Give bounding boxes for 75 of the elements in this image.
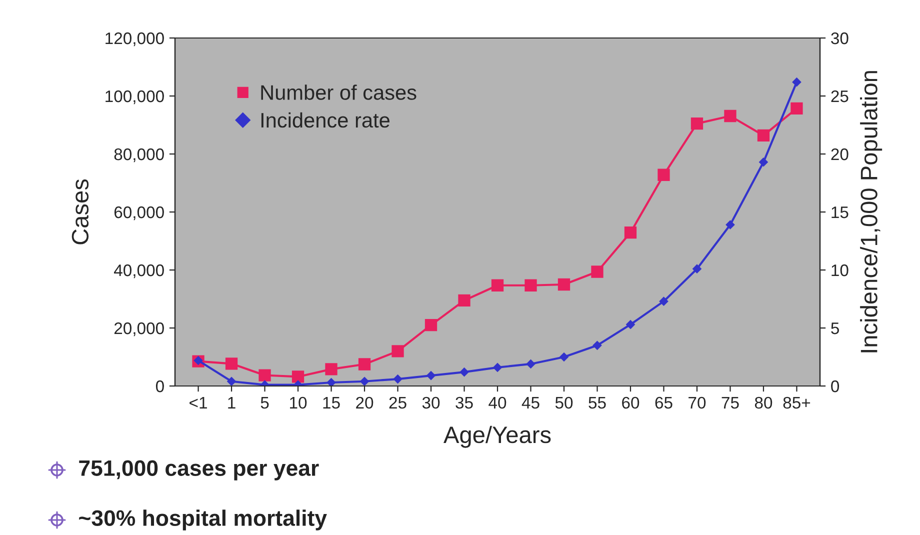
point <box>426 371 436 380</box>
point <box>393 374 402 384</box>
y-tick-label: 80,000 <box>114 148 164 162</box>
x-tick-label: 20 <box>356 396 374 409</box>
point <box>493 362 502 372</box>
y2-tick-label: 5 <box>831 322 839 334</box>
x-tick-label: 80 <box>754 396 772 409</box>
point <box>227 376 236 386</box>
y-tick-label: 40,000 <box>114 264 164 278</box>
text: ~30% hospital mortality <box>79 510 327 530</box>
x-tick-label: 1 <box>228 397 236 408</box>
x-tick-label: 30 <box>422 396 440 409</box>
y-tick-label: 0 <box>156 380 164 392</box>
x-tick-label: 15 <box>323 397 340 409</box>
y2-tick-label: 10 <box>832 264 848 276</box>
x-tick-label: 40 <box>488 396 506 409</box>
point <box>392 345 404 358</box>
point <box>592 340 602 350</box>
legend-label: Incidence rate <box>261 112 390 128</box>
point <box>292 370 304 383</box>
point <box>658 168 670 181</box>
point <box>624 226 637 239</box>
x-tick-label: 55 <box>588 397 606 409</box>
y-tick-label: 60,000 <box>114 206 164 220</box>
y2-tick-label: 20 <box>831 148 848 160</box>
point <box>491 279 504 292</box>
point <box>360 376 369 386</box>
x-axis-title: Age/Years <box>444 426 551 448</box>
y-axis-title: Cases <box>72 179 89 244</box>
point <box>225 358 238 370</box>
x-tick-label: 5 <box>260 397 269 409</box>
point <box>790 102 803 115</box>
y2-tick-label: 15 <box>832 206 848 218</box>
x-tick-label: 25 <box>389 396 406 409</box>
x-tick-label: 60 <box>622 396 640 409</box>
x-tick-label: 65 <box>655 396 672 409</box>
y-tick-label: 120,000 <box>106 32 164 46</box>
point <box>757 129 770 142</box>
point <box>724 110 736 122</box>
point <box>659 296 668 306</box>
point <box>460 368 469 377</box>
y-tick-label: 20,000 <box>114 322 164 336</box>
legend-label: Number of cases <box>261 84 416 100</box>
point <box>358 358 371 370</box>
point <box>258 369 271 382</box>
y2-tick-label: 30 <box>831 32 848 44</box>
x-tick-label: 10 <box>290 396 307 409</box>
x-tick-label: <1 <box>190 397 207 408</box>
point <box>591 266 604 278</box>
point <box>692 264 702 274</box>
point <box>690 117 704 130</box>
x-tick-label: 70 <box>688 396 706 409</box>
point <box>325 363 338 376</box>
point <box>792 78 802 87</box>
y-tick-label: 100,000 <box>106 90 164 104</box>
point <box>560 352 568 362</box>
point <box>526 360 536 368</box>
y2-tick-label: 25 <box>831 90 848 102</box>
x-tick-label: 75 <box>722 397 739 409</box>
x-tick-label: 45 <box>522 397 540 409</box>
x-tick-label: 50 <box>555 396 573 409</box>
point <box>524 279 537 292</box>
point <box>558 278 570 291</box>
point <box>194 356 203 365</box>
y2-axis-title: Incidence/1,000 Population <box>860 71 882 352</box>
x-tick-label: 35 <box>456 396 473 409</box>
x-tick-label: 85+ <box>783 396 810 409</box>
point <box>626 320 635 329</box>
y2-tick-label: 0 <box>831 380 840 392</box>
point <box>326 378 336 386</box>
point <box>458 294 470 307</box>
point <box>424 319 438 332</box>
point <box>759 158 768 167</box>
text: 751,000 cases per year <box>79 460 319 480</box>
point <box>726 220 735 230</box>
